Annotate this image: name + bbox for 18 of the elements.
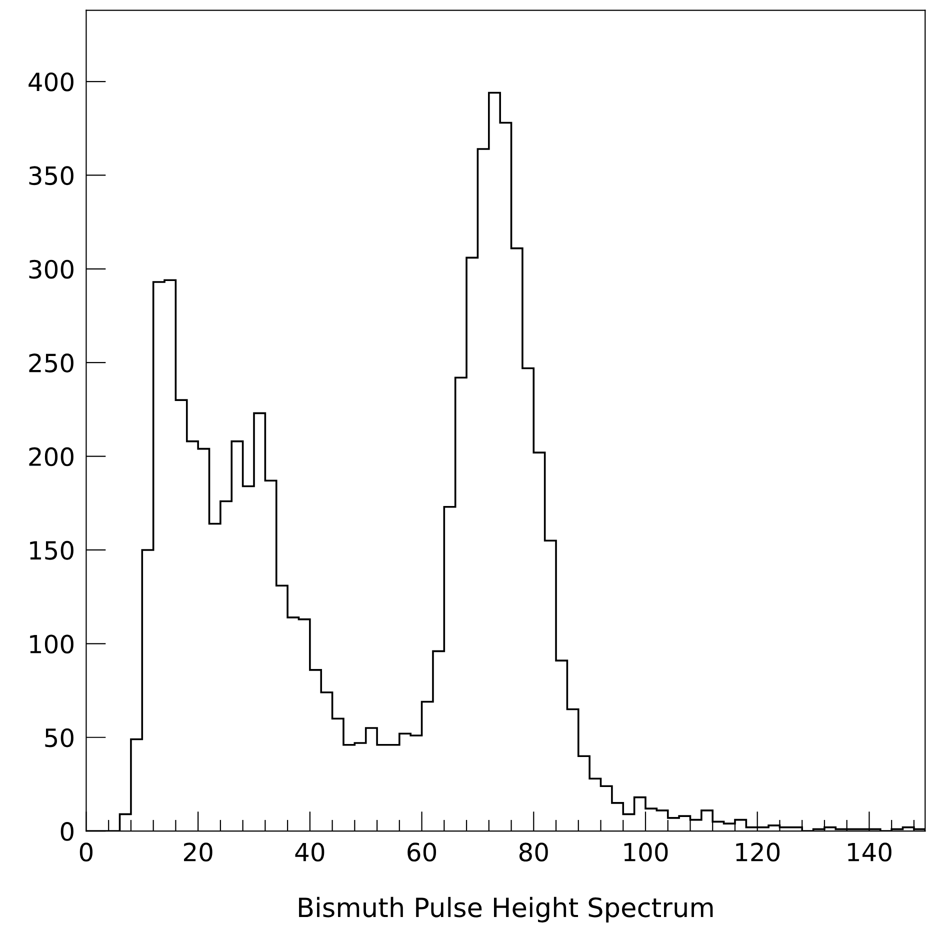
y-tick-label: 400: [28, 72, 74, 92]
y-tick-label: 50: [45, 728, 74, 748]
x-tick-label: 100: [624, 842, 668, 862]
x-tick-label: 80: [519, 842, 548, 862]
x-tick-label: 0: [80, 842, 93, 862]
x-tick-label: 20: [184, 842, 212, 862]
x-tick-label: 40: [295, 842, 324, 862]
x-tick-label: 60: [408, 842, 436, 862]
y-tick-label: 100: [30, 634, 74, 654]
y-tick-label: 250: [29, 354, 74, 372]
y-tick-label: 350: [29, 166, 74, 186]
y-tick-label: 300: [29, 260, 74, 279]
x-tick-label: 140: [848, 842, 892, 862]
y-tick-label: 200: [29, 447, 74, 466]
x-tick-label: 120: [736, 842, 780, 862]
y-tick-label: 150: [30, 540, 74, 560]
x-axis-title: Bismuth Pulse Height Spectrum: [299, 896, 713, 922]
y-tick-label: 0: [60, 822, 74, 841]
